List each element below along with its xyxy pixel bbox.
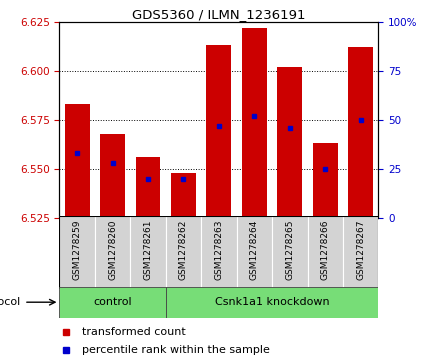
- Text: transformed count: transformed count: [82, 327, 186, 337]
- Bar: [59, 287, 166, 318]
- Text: Csnk1a1 knockdown: Csnk1a1 knockdown: [215, 297, 330, 307]
- Text: GSM1278260: GSM1278260: [108, 220, 117, 280]
- Bar: [136, 157, 161, 218]
- Title: GDS5360 / ILMN_1236191: GDS5360 / ILMN_1236191: [132, 8, 306, 21]
- Bar: [201, 216, 237, 289]
- Bar: [65, 104, 89, 218]
- Text: GSM1278267: GSM1278267: [356, 220, 365, 280]
- Bar: [166, 287, 378, 318]
- Bar: [242, 28, 267, 218]
- Text: GSM1278265: GSM1278265: [285, 220, 294, 280]
- Text: GSM1278266: GSM1278266: [321, 220, 330, 280]
- Text: percentile rank within the sample: percentile rank within the sample: [82, 345, 270, 355]
- Bar: [272, 216, 308, 289]
- Bar: [348, 47, 373, 218]
- Text: control: control: [93, 297, 132, 307]
- Text: GSM1278264: GSM1278264: [250, 220, 259, 280]
- Bar: [59, 216, 95, 289]
- Bar: [343, 216, 378, 289]
- Bar: [237, 216, 272, 289]
- Bar: [100, 134, 125, 218]
- Bar: [171, 173, 196, 218]
- Text: GSM1278261: GSM1278261: [143, 220, 153, 280]
- Bar: [277, 67, 302, 218]
- Text: GSM1278263: GSM1278263: [214, 220, 224, 280]
- Text: GSM1278262: GSM1278262: [179, 220, 188, 280]
- Bar: [95, 216, 130, 289]
- Bar: [308, 216, 343, 289]
- Text: protocol: protocol: [0, 297, 20, 307]
- Bar: [206, 45, 231, 218]
- Bar: [166, 216, 201, 289]
- Text: GSM1278259: GSM1278259: [73, 220, 82, 280]
- Bar: [130, 216, 166, 289]
- Bar: [313, 143, 337, 218]
